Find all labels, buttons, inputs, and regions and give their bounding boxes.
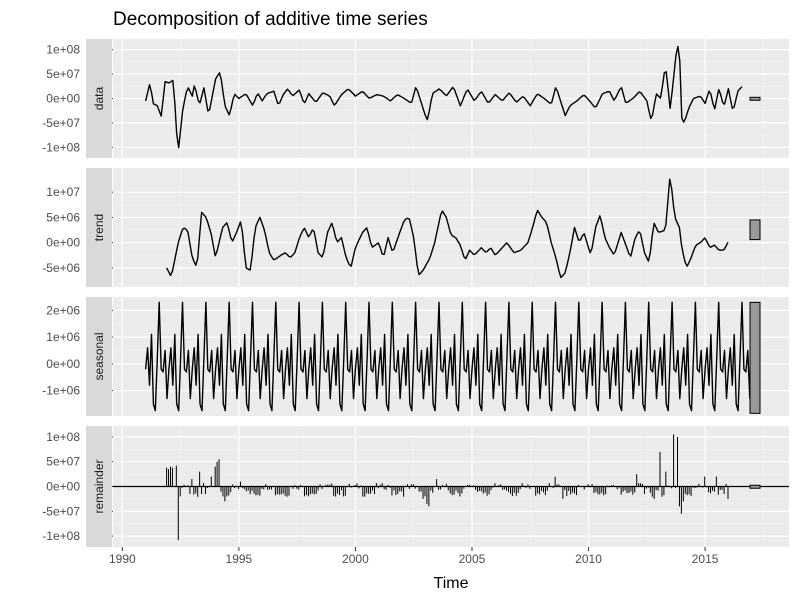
panels-group: -1e+08 -5e+07 0e+00 5e+07 1e+08 data -5e+06 0e+…	[42, 39, 789, 566]
series-line-seasonal	[144, 301, 751, 412]
y-tick-label-data-0: -1e+08	[42, 140, 80, 154]
y-tick-label-remainder-4: 1e+08	[46, 430, 80, 444]
panel-background-trend	[113, 168, 789, 287]
y-tick-label-data-3: 5e+07	[46, 67, 80, 81]
y-tick-label-remainder-1: -5e+07	[42, 504, 80, 518]
y-tick-label-trend-0: -5e+06	[42, 261, 80, 275]
y-tick-label-trend-2: 5e+06	[46, 210, 80, 224]
range-bar-remainder	[749, 484, 761, 489]
x-tick-label-5: 2015	[692, 552, 719, 566]
y-tick-label-seasonal-2: 1e+06	[46, 330, 80, 344]
range-bar-data	[749, 96, 761, 101]
range-bar-seasonal	[749, 301, 761, 414]
strip-seasonal	[86, 297, 112, 416]
y-tick-label-trend-1: 0e+00	[46, 236, 80, 250]
x-tick-label-0: 1990	[109, 552, 136, 566]
y-tick-label-trend-3: 1e+07	[46, 185, 80, 199]
x-axis-title: Time	[434, 575, 469, 592]
y-tick-label-remainder-3: 5e+07	[46, 455, 80, 469]
y-tick-label-seasonal-1: 0e+00	[46, 357, 80, 371]
y-tick-label-remainder-0: -1e+08	[42, 529, 80, 543]
x-tick-label-4: 2010	[575, 552, 602, 566]
y-tick-label-data-4: 1e+08	[46, 43, 80, 57]
strip-label-trend: trend	[92, 214, 106, 241]
strip-trend	[86, 168, 112, 287]
y-tick-label-data-1: -5e+07	[42, 116, 80, 130]
strip-data	[86, 39, 112, 158]
y-tick-label-seasonal-3: 2e+06	[46, 303, 80, 317]
x-tick-label-2: 2000	[342, 552, 369, 566]
y-tick-label-seasonal-0: -1e+06	[42, 384, 80, 398]
strip-label-data: data	[92, 86, 106, 110]
x-tick-label-1: 1995	[226, 552, 253, 566]
y-tick-label-remainder-2: 0e+00	[46, 480, 80, 494]
series-line-trend	[165, 178, 729, 279]
y-tick-label-data-2: 0e+00	[46, 92, 80, 106]
series-line-data	[144, 45, 743, 149]
strip-label-remainder: remainder	[92, 459, 106, 513]
strip-remainder	[86, 426, 112, 547]
range-bar-trend	[749, 219, 761, 241]
chart-title: Decomposition of additive time series	[113, 9, 428, 30]
strip-label-seasonal: seasonal	[92, 332, 106, 380]
x-tick-label-3: 2005	[459, 552, 486, 566]
